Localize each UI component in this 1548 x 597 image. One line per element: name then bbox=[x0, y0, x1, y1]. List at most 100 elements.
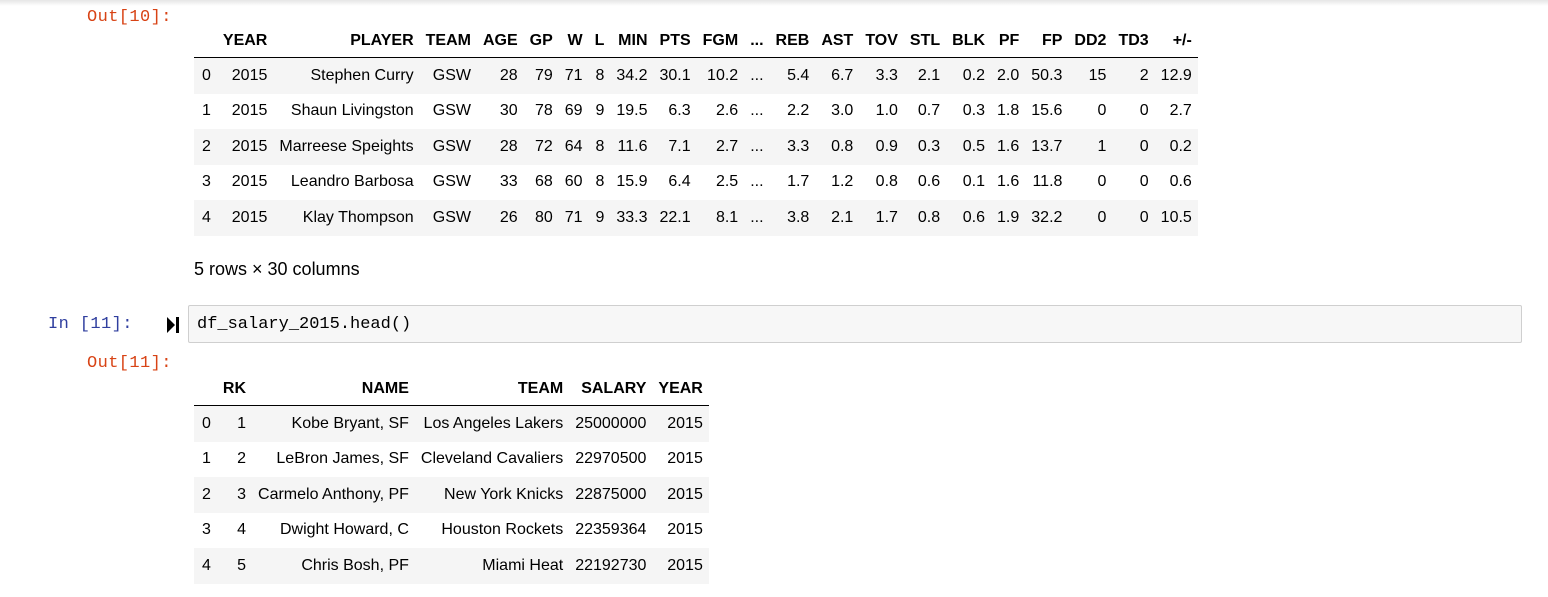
table-cell: 1.9 bbox=[997, 208, 1020, 226]
table-cell: 2015 bbox=[667, 450, 703, 468]
column-header: RK bbox=[216, 372, 253, 406]
column-header: AST bbox=[815, 24, 860, 58]
table-cell: 78 bbox=[534, 102, 553, 120]
table-cell: 22875000 bbox=[575, 485, 647, 503]
table-cell: 72 bbox=[534, 137, 553, 155]
table-cell: ... bbox=[750, 173, 764, 191]
table-cell: 9 bbox=[595, 102, 605, 120]
column-header: NAME bbox=[252, 372, 415, 406]
table-cell: 68 bbox=[534, 173, 553, 191]
table-cell: 10.2 bbox=[707, 66, 739, 84]
row-index: 2 bbox=[202, 485, 211, 503]
table-cell: Dwight Howard, C bbox=[279, 521, 409, 539]
table-cell: 22192730 bbox=[575, 556, 647, 574]
column-header: GP bbox=[523, 24, 559, 58]
table-cell: LeBron James, SF bbox=[276, 450, 409, 468]
table-cell: 8 bbox=[595, 173, 605, 191]
players-dataframe-table: YEAR PLAYER TEAM AGE GP W L MIN PTS FGM... REB AST T… bbox=[194, 24, 1198, 236]
table-cell: 3.3 bbox=[787, 137, 810, 155]
table-cell: GSW bbox=[432, 208, 471, 226]
code-text[interactable]: df_salary_2015.head() bbox=[197, 315, 412, 334]
table-cell: 0.6 bbox=[1169, 173, 1192, 191]
column-header: TEAM bbox=[414, 372, 570, 406]
table-cell: 0.8 bbox=[831, 137, 854, 155]
table-cell: Leandro Barbosa bbox=[290, 173, 414, 191]
table-cell: Chris Bosh, PF bbox=[301, 556, 409, 574]
table-cell: 2.7 bbox=[1169, 102, 1192, 120]
table-cell: 12.9 bbox=[1160, 66, 1192, 84]
table-cell: 50.3 bbox=[1031, 66, 1063, 84]
table-cell: ... bbox=[750, 137, 764, 155]
table-cell: Klay Thompson bbox=[302, 208, 414, 226]
table-cell: 69 bbox=[564, 102, 583, 120]
column-header: STL bbox=[903, 24, 947, 58]
table-cell: 2.7 bbox=[715, 137, 739, 155]
table-cell: 2015 bbox=[667, 485, 703, 503]
table-row: 4 5 Chris Bosh, PF Miami Heat 22192730 2015 bbox=[194, 548, 709, 584]
table-cell: 11.8 bbox=[1032, 173, 1063, 191]
index-header bbox=[194, 372, 217, 406]
table-cell: 25000000 bbox=[575, 414, 647, 432]
table-cell: 2.6 bbox=[715, 102, 739, 120]
salary-dataframe-table: RK NAME TEAM SALARY YEAR 0 1 Kobe Bryant, SF Lo… bbox=[194, 372, 709, 584]
table-cell: Los Angeles Lakers bbox=[423, 414, 564, 432]
table-cell: GSW bbox=[432, 173, 471, 191]
table-cell: ... bbox=[750, 102, 764, 120]
out-11-prompt: Out[11]: bbox=[87, 354, 172, 373]
table-cell: 6.4 bbox=[668, 173, 691, 191]
table-cell: 11.6 bbox=[617, 137, 648, 155]
table-cell: New York Knicks bbox=[444, 485, 564, 503]
table-cell: 15 bbox=[1088, 66, 1107, 84]
row-index: 4 bbox=[202, 556, 211, 574]
run-cell-icon[interactable] bbox=[166, 316, 180, 334]
table-cell: 0.6 bbox=[917, 173, 941, 191]
table-cell: GSW bbox=[432, 102, 471, 120]
table-row: 1 2 LeBron James, SF Cleveland Cavaliers 229… bbox=[194, 442, 709, 478]
row-index: 4 bbox=[202, 208, 211, 226]
column-header: +/- bbox=[1154, 24, 1198, 58]
table-cell: 28 bbox=[499, 66, 518, 84]
table-cell: 1.2 bbox=[831, 173, 854, 191]
in-11-prompt: In [11]: bbox=[48, 315, 133, 334]
table-cell: 30.1 bbox=[659, 66, 691, 84]
table-cell: 6.7 bbox=[831, 66, 854, 84]
table-cell: 2.2 bbox=[787, 102, 810, 120]
table-cell: 0 bbox=[1139, 102, 1149, 120]
table-cell: 2.1 bbox=[831, 208, 854, 226]
code-input-area[interactable]: df_salary_2015.head() bbox=[188, 305, 1522, 343]
table-cell: 1 bbox=[1097, 137, 1107, 155]
table-cell: Marreese Speights bbox=[279, 137, 414, 155]
table-cell: 0.2 bbox=[1169, 137, 1192, 155]
column-header: FGM bbox=[696, 24, 745, 58]
table-row: 2 3 Carmelo Anthony, PF New York Knicks 2287… bbox=[194, 477, 709, 513]
column-header: TOV bbox=[859, 24, 904, 58]
row-index: 3 bbox=[202, 521, 211, 539]
out-10-prompt: Out[10]: bbox=[87, 8, 172, 27]
column-header: PF bbox=[991, 24, 1026, 58]
table-cell: 2015 bbox=[667, 556, 703, 574]
table-cell: 4 bbox=[237, 521, 247, 539]
column-header: SALARY bbox=[569, 372, 653, 406]
table-cell: 1 bbox=[237, 414, 247, 432]
table-row: 0 1 Kobe Bryant, SF Los Angeles Lakers 25000… bbox=[194, 405, 709, 442]
table-cell: 0.6 bbox=[962, 208, 986, 226]
table-cell: 2.0 bbox=[997, 66, 1020, 84]
table-cell: 0 bbox=[1097, 102, 1107, 120]
table-row: 3 2015 Leandro Barbosa GSW 33 68 60 8 15.9 6.4 2.5… bbox=[194, 165, 1198, 201]
table-cell: Shaun Livingston bbox=[290, 102, 414, 120]
table-cell: 1.6 bbox=[997, 137, 1020, 155]
table-cell: 2 bbox=[237, 450, 247, 468]
column-header: FP bbox=[1025, 24, 1069, 58]
table-cell: ... bbox=[750, 66, 764, 84]
table-cell: 22359364 bbox=[575, 521, 647, 539]
row-index: 0 bbox=[202, 414, 211, 432]
table-cell: 2015 bbox=[231, 137, 268, 155]
table-cell: Cleveland Cavaliers bbox=[420, 450, 564, 468]
table-cell: GSW bbox=[432, 137, 471, 155]
table-cell: 15.9 bbox=[616, 173, 648, 191]
table-cell: 28 bbox=[499, 137, 518, 155]
table-cell: 8 bbox=[595, 137, 605, 155]
column-header: L bbox=[588, 24, 611, 58]
table-cell: 2015 bbox=[231, 208, 268, 226]
table-cell: 71 bbox=[564, 66, 583, 84]
